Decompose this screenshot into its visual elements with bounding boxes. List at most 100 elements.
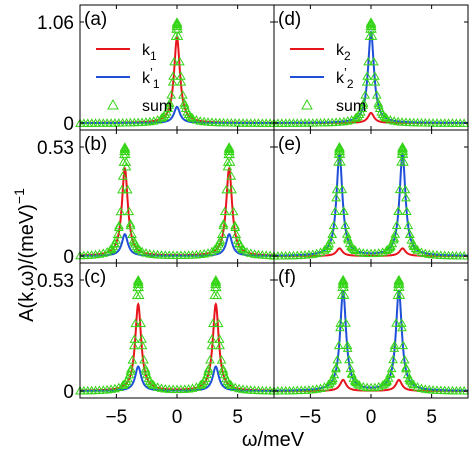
sum-marker xyxy=(369,56,379,66)
sum-marker xyxy=(187,383,198,392)
sum-marker xyxy=(186,112,197,122)
panel-label: (b) xyxy=(84,134,107,155)
sum-marker xyxy=(227,184,237,194)
y-axis-label-exponent: −1 xyxy=(11,188,27,204)
sum-marker xyxy=(327,229,338,238)
series-line-k xyxy=(274,111,468,124)
sum-marker xyxy=(389,233,400,242)
sum-marker xyxy=(394,279,405,288)
sum-marker xyxy=(410,243,421,252)
sum-marker xyxy=(366,19,377,28)
sum-marker xyxy=(217,229,227,239)
sum-marker xyxy=(358,100,369,109)
sum-marker xyxy=(187,113,198,122)
series-line-kprime xyxy=(274,289,468,392)
y-tick-label: 0 xyxy=(63,114,74,135)
sum-marker xyxy=(225,149,235,159)
panels-layer: 1.06 0 (a) k1 k’1 sum (d) k2 k’2 sum 0.53 0 (b) (e) −5… xyxy=(37,4,469,428)
sum-marker xyxy=(221,184,232,194)
sum-marker xyxy=(125,366,136,375)
sum-marker xyxy=(360,90,371,99)
sum-marker xyxy=(341,229,352,238)
sum-marker xyxy=(399,354,410,364)
sum-marker xyxy=(128,340,139,350)
sum-marker xyxy=(219,206,230,216)
sum-marker xyxy=(133,275,144,285)
sum-marker xyxy=(125,218,136,228)
sum-marker xyxy=(407,378,417,387)
sum-marker xyxy=(117,184,127,194)
sum-marker xyxy=(222,161,233,171)
series-line-kprime xyxy=(273,152,469,257)
sum-marker xyxy=(371,90,382,99)
sum-marker xyxy=(215,340,226,350)
sum-marker xyxy=(366,21,377,30)
sum-marker xyxy=(398,340,409,350)
sum-marker xyxy=(125,220,136,230)
sum-marker xyxy=(393,206,404,215)
panel-f: −5 0 5 (f) xyxy=(269,262,469,428)
sum-marker xyxy=(225,157,236,166)
sum-marker xyxy=(98,248,109,257)
series-line-kprime xyxy=(80,233,274,257)
sum-marker xyxy=(354,380,365,389)
legend-label: k1 xyxy=(142,42,157,63)
y-tick-label: 0.53 xyxy=(37,138,74,159)
sum-marker xyxy=(395,290,406,299)
sum-marker xyxy=(389,343,400,352)
y-tick-label: 0.53 xyxy=(37,271,74,292)
sum-marker xyxy=(124,206,135,216)
sum-marker xyxy=(389,340,400,349)
sum-marker xyxy=(330,206,340,216)
sum-marker xyxy=(172,21,183,30)
sum-marker xyxy=(339,290,350,299)
sum-marker xyxy=(226,171,237,180)
sum-marker xyxy=(398,149,409,158)
legend-label: k’1 xyxy=(142,65,160,91)
legend-label: sum xyxy=(142,98,172,115)
sum-marker xyxy=(336,157,346,166)
sum-marker xyxy=(325,235,336,244)
sum-marker xyxy=(391,220,402,229)
sum-marker xyxy=(331,192,341,202)
panel-d: (d) k2 k’2 sum xyxy=(269,4,469,131)
y-tick-label: 1.06 xyxy=(37,13,74,34)
sum-marker xyxy=(344,354,354,364)
sum-marker xyxy=(352,379,363,388)
sum-marker xyxy=(329,369,340,379)
sum-marker xyxy=(333,340,344,350)
legend-label: sum xyxy=(336,98,366,115)
sum-marker xyxy=(358,98,369,107)
sum-marker xyxy=(172,19,183,28)
sum-marker xyxy=(134,282,145,292)
sum-marker xyxy=(381,113,392,122)
sum-marker xyxy=(176,77,187,86)
sum-marker xyxy=(397,322,407,332)
sum-marker xyxy=(391,318,401,327)
sum-marker xyxy=(203,363,214,373)
sum-marker xyxy=(412,382,423,391)
sum-marker xyxy=(335,322,345,332)
sum-marker xyxy=(342,116,353,125)
legend-marker-sum xyxy=(301,98,313,110)
sum-marker xyxy=(111,235,121,244)
panel-label: (f) xyxy=(278,267,296,288)
sum-marker xyxy=(148,380,159,389)
sum-marker xyxy=(404,229,415,238)
sum-marker xyxy=(120,146,131,156)
sum-marker xyxy=(121,157,132,166)
sum-marker xyxy=(164,98,175,107)
sum-marker xyxy=(173,24,183,33)
sum-marker xyxy=(408,379,419,389)
sum-marker xyxy=(396,318,407,327)
sum-marker xyxy=(335,146,346,155)
sum-marker xyxy=(231,229,242,239)
sum-marker xyxy=(140,363,151,373)
sum-marker xyxy=(213,318,224,328)
panel-e: (e) xyxy=(269,129,469,264)
sum-marker xyxy=(94,249,105,258)
y-axis-label-group: A(k,ω)/(meV)−1 xyxy=(11,188,38,322)
sum-marker xyxy=(332,354,343,364)
sum-marker xyxy=(335,318,346,327)
sum-marker xyxy=(361,77,372,86)
